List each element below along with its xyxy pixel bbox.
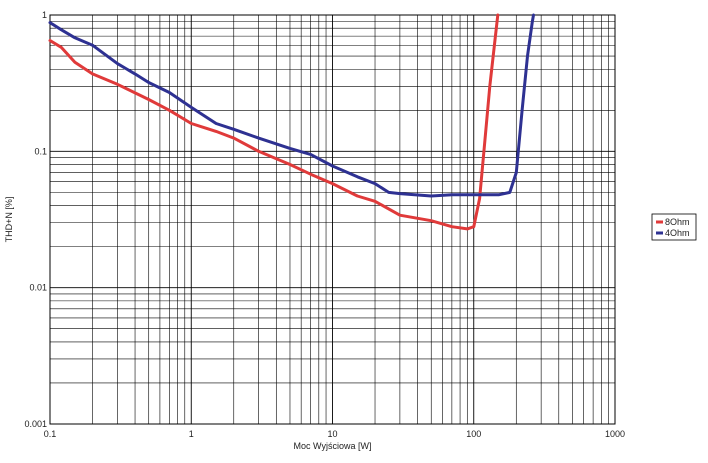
legend-label: 8Ohm [665, 217, 690, 227]
x-tick-label: 10 [327, 429, 337, 439]
x-axis-label: Moc Wyjściowa [W] [294, 441, 372, 451]
y-tick-label: 0.01 [29, 283, 47, 293]
x-tick-label: 1 [189, 429, 194, 439]
y-axis-label: THD+N [%] [4, 197, 14, 243]
x-tick-labels: 0.1 1 10 100 1000 [44, 429, 625, 439]
y-tick-labels: 0.001 0.01 0.1 1 [24, 10, 47, 429]
grid [49, 15, 615, 425]
x-tick-label: 0.1 [44, 429, 57, 439]
plot-frame [49, 14, 616, 425]
legend-box [651, 213, 697, 241]
x-tick-label: 100 [466, 429, 481, 439]
y-tick-label: 0.1 [34, 146, 47, 156]
series-layer [48, 13, 535, 231]
y-tick-label: 1 [42, 10, 47, 20]
series-line-8ohm [48, 13, 500, 231]
legend-label: 4Ohm [665, 228, 690, 238]
y-tick-label: 0.001 [24, 419, 47, 429]
x-tick-label: 1000 [605, 429, 625, 439]
series-line-4ohm [48, 13, 535, 198]
